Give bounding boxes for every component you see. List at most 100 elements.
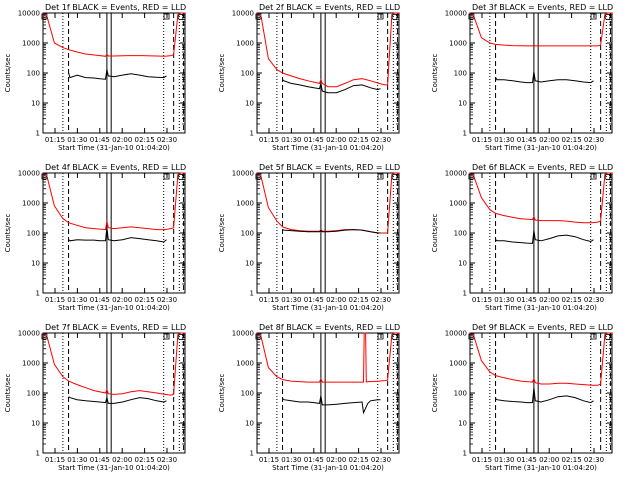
y-tick-label: 100 (241, 390, 254, 398)
y-tick-label: 1000 (449, 360, 467, 368)
panel-title: Det 3f BLACK = Events, RED = LLD (472, 3, 613, 12)
y-tick-label: 10 (458, 260, 467, 268)
y-tick-label: 1 (250, 450, 254, 458)
series-line-events (495, 387, 594, 404)
square-marker (377, 13, 384, 20)
panel-det-4: Det 4f BLACK = Events, RED = LLD 1 10 100 10… (4, 163, 186, 312)
y-tick-label: 10000 (18, 10, 40, 18)
x-tick-label: 02:15 (135, 456, 155, 464)
y-tick-label: 10000 (232, 170, 254, 178)
x-tick-label: 02:30 (157, 296, 177, 304)
panel-det-9: Det 9f BLACK = Events, RED = LLD 1 10 100 10… (431, 323, 613, 472)
circle-marker (604, 333, 611, 341)
square-marker (255, 333, 262, 340)
y-tick-label: 10000 (232, 330, 254, 338)
x-tick-label: 02:15 (135, 296, 155, 304)
x-tick-label: 01:15 (259, 456, 279, 464)
x-tick-label: 01:15 (259, 136, 279, 144)
x-tick-label: 02:15 (562, 456, 582, 464)
series-line-events (282, 229, 381, 234)
series-line-lld (42, 172, 185, 231)
series-line-events (68, 227, 167, 243)
y-tick-label: 1 (463, 450, 467, 458)
square-marker (163, 333, 170, 340)
panel-det-2: Det 2f BLACK = Events, RED = LLD 1 10 100 10… (218, 3, 400, 152)
x-tick-label: 01:30 (494, 456, 514, 464)
y-tick-label: 10000 (18, 330, 40, 338)
panel-title: Det 7f BLACK = Events, RED = LLD (45, 323, 186, 332)
x-axis-label: Start Time (31-Jan-10 01:04:20) (485, 464, 597, 472)
y-tick-label: 1000 (236, 40, 254, 48)
square-marker (255, 13, 262, 20)
y-tick-label: 1 (36, 290, 40, 298)
series-line-lld (256, 12, 399, 88)
series-line-lld (42, 12, 185, 57)
x-tick-label: 01:15 (472, 136, 492, 144)
y-tick-label: 100 (454, 230, 467, 238)
circle-marker (604, 173, 611, 181)
series-line-lld (469, 172, 612, 224)
x-tick-label: 02:00 (326, 456, 346, 464)
x-tick-label: 01:45 (304, 296, 324, 304)
series-line-lld (469, 332, 612, 386)
square-marker (163, 173, 170, 180)
y-axis-label: Counts/sec (431, 54, 439, 93)
x-tick-label: 01:30 (281, 296, 301, 304)
y-axis-label: Counts/sec (4, 54, 12, 93)
panel-det-6: Det 6f BLACK = Events, RED = LLD 1 10 100 10… (431, 163, 613, 312)
panel-title: Det 1f BLACK = Events, RED = LLD (45, 3, 186, 12)
x-axis-label: Start Time (31-Jan-10 01:04:20) (485, 304, 597, 312)
square-marker (377, 173, 384, 180)
x-tick-label: 02:30 (371, 456, 391, 464)
panel-title: Det 5f BLACK = Events, RED = LLD (259, 163, 400, 172)
panel-det-7: Det 7f BLACK = Events, RED = LLD 1 10 100 10… (4, 323, 186, 472)
x-tick-label: 01:15 (45, 456, 65, 464)
y-tick-label: 1000 (449, 40, 467, 48)
x-tick-label: 02:15 (562, 296, 582, 304)
x-tick-label: 02:00 (539, 456, 559, 464)
y-axis-label: Counts/sec (4, 374, 12, 413)
square-marker (163, 13, 170, 20)
x-axis-label: Start Time (31-Jan-10 01:04:20) (485, 144, 597, 152)
y-axis-label: Counts/sec (4, 214, 12, 253)
square-marker (255, 173, 262, 180)
series-line-lld (469, 12, 612, 47)
x-axis-label: Start Time (31-Jan-10 01:04:20) (58, 464, 170, 472)
x-tick-label: 02:30 (584, 456, 604, 464)
y-tick-label: 1000 (22, 40, 40, 48)
series-line-lld (256, 172, 399, 234)
y-tick-label: 10 (245, 260, 254, 268)
x-tick-label: 02:00 (326, 136, 346, 144)
y-tick-label: 100 (454, 70, 467, 78)
square-marker (41, 333, 48, 340)
circle-marker (391, 13, 398, 21)
y-tick-label: 1000 (22, 360, 40, 368)
x-tick-label: 01:15 (259, 296, 279, 304)
x-tick-label: 02:30 (371, 296, 391, 304)
x-tick-label: 02:30 (371, 136, 391, 144)
x-tick-label: 02:00 (539, 136, 559, 144)
series-line-events (68, 395, 167, 404)
x-tick-label: 01:45 (90, 136, 110, 144)
panel-title: Det 8f BLACK = Events, RED = LLD (259, 323, 400, 332)
series-line-events (495, 230, 594, 244)
y-tick-label: 10 (31, 100, 40, 108)
y-tick-label: 10000 (232, 10, 254, 18)
y-tick-label: 100 (241, 230, 254, 238)
y-tick-label: 1 (36, 130, 40, 138)
y-tick-label: 1 (36, 450, 40, 458)
panel-det-3: Det 3f BLACK = Events, RED = LLD 1 10 100 10… (431, 3, 613, 152)
square-marker (468, 173, 475, 180)
y-tick-label: 10 (31, 420, 40, 428)
circle-marker (391, 333, 398, 341)
y-tick-label: 1000 (236, 200, 254, 208)
x-tick-label: 01:45 (517, 136, 537, 144)
y-axis-label: Counts/sec (431, 374, 439, 413)
panel-title: Det 4f BLACK = Events, RED = LLD (45, 163, 186, 172)
y-tick-label: 10000 (18, 170, 40, 178)
y-axis-label: Counts/sec (218, 214, 226, 253)
circle-marker (391, 173, 398, 181)
x-tick-label: 01:45 (304, 136, 324, 144)
panel-det-8: Det 8f BLACK = Events, RED = LLD 1 10 100 10… (218, 323, 400, 472)
